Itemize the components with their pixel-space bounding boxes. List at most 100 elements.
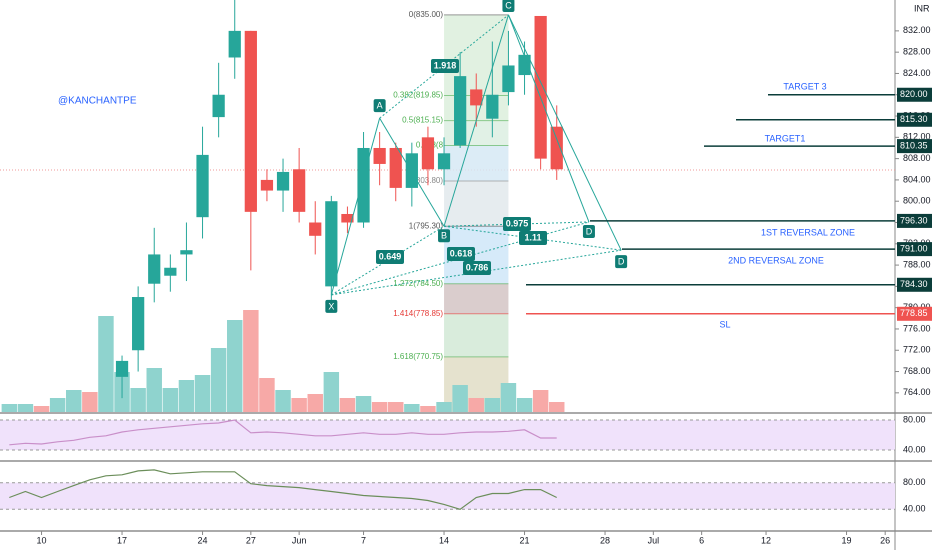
volume-bar [339,398,356,412]
ratio-box [463,261,491,275]
y-tick-label: 776.00 [903,323,931,333]
volume-bar [1,404,18,412]
price-tag-label: 815.30 [900,114,928,124]
pane-band [0,420,895,451]
pattern-point-box [438,229,451,243]
price-tag [897,242,932,257]
y-tick-label: 804.00 [903,174,931,184]
candle-body [244,30,257,212]
volume-bar [178,380,195,412]
y-tick-label: 768.00 [903,366,931,376]
pane-line [9,419,557,446]
ratio-label: 1.11 [524,232,541,242]
ratio-label: 0.786 [466,262,489,272]
fib-label: 1.272(784.50) [393,279,443,288]
y-tick-label: 800.00 [903,196,931,206]
x-tick-label: Jul [648,535,660,545]
candle-body [196,154,209,218]
volume-bar [516,398,533,412]
volume-bar [388,402,404,412]
volume-bar [49,398,66,412]
volume-bar [420,406,436,412]
volume-bar [259,378,275,412]
volume-bar [484,398,501,412]
fib-band [444,145,509,181]
fib-label: 0.382(819.85) [393,91,443,100]
fib-label: 1.414(778.85) [393,309,443,318]
x-tick-label: 17 [117,535,127,545]
volume-bar [468,398,484,412]
pattern-point-label: X [328,301,334,311]
ratio-label: 0.649 [379,251,402,261]
volume-bar [243,310,259,412]
pattern-line [331,249,622,296]
pattern-point-label: A [377,101,383,111]
candle-body [164,267,177,276]
x-tick-label: 7 [361,535,366,545]
pane-tick-label: 40.00 [903,444,926,454]
pattern-line [330,118,381,296]
volume-bar [323,372,340,412]
candle-body [357,147,370,223]
x-tick-label: Jun [292,535,307,545]
volume-bar [194,375,211,412]
ratio-label: 1.918 [434,60,457,70]
x-tick-label: 27 [246,535,256,545]
pattern-line [507,14,622,251]
y-tick-label: 788.00 [903,259,931,269]
price-tag [897,139,932,154]
candle-body [309,222,322,236]
volume-bar [162,388,179,412]
volume-bar [291,398,307,412]
currency: INR [914,3,930,13]
candle-body [470,89,483,106]
candle-body [534,15,547,159]
fib-label: 0(835.00) [409,10,444,19]
pattern-point-label: C [505,0,512,10]
candle-body [486,94,499,119]
ratio-box [519,231,547,245]
candle-body [276,171,290,191]
volume-bar [404,404,420,412]
watermark: @KANCHANTPE [58,96,137,107]
price-tag-label: 778.85 [900,308,928,318]
candle-body [454,76,467,146]
fib-label: 1(795.30) [409,221,444,230]
volume-bar [98,316,114,412]
x-tick-label: 12 [761,535,771,545]
price-tag-label: 791.00 [900,243,928,253]
price-tag [897,277,932,292]
price-tag [897,112,932,127]
pattern-point-box [502,0,515,12]
x-tick-label: 14 [439,535,449,545]
x-tick-label: 19 [842,535,852,545]
volume-bar [549,402,565,412]
fib-label: 803.80) [416,176,443,185]
candle-body [373,147,386,164]
ratio-label: 0.618 [450,248,473,258]
price-tag-label: 820.00 [900,89,928,99]
y-tick-label: 812.00 [903,132,931,142]
ratio-label: 0.975 [506,218,529,228]
pattern-point-box [615,255,628,269]
candle-body [389,147,402,188]
candle-body [180,250,193,255]
y-tick-label: 772.00 [903,345,931,355]
price-tag-label: 784.30 [900,279,928,289]
pattern-point-box [582,224,595,238]
volume-bar [436,402,452,412]
price-tag [897,87,932,102]
pattern-point-label: D [586,226,593,236]
volume-bar [130,388,146,412]
pattern-line [443,14,509,227]
y-tick-label: 824.00 [903,68,931,78]
pane-line [9,469,557,510]
y-tick-label: 808.00 [903,153,931,163]
pane-tick-label: 80.00 [903,414,926,424]
price-tag [897,306,932,321]
volume-bar [210,348,227,412]
x-tick-label: 28 [600,535,610,545]
pane-tick-label: 80.00 [903,477,926,487]
y-tick-label: 764.00 [903,387,931,397]
